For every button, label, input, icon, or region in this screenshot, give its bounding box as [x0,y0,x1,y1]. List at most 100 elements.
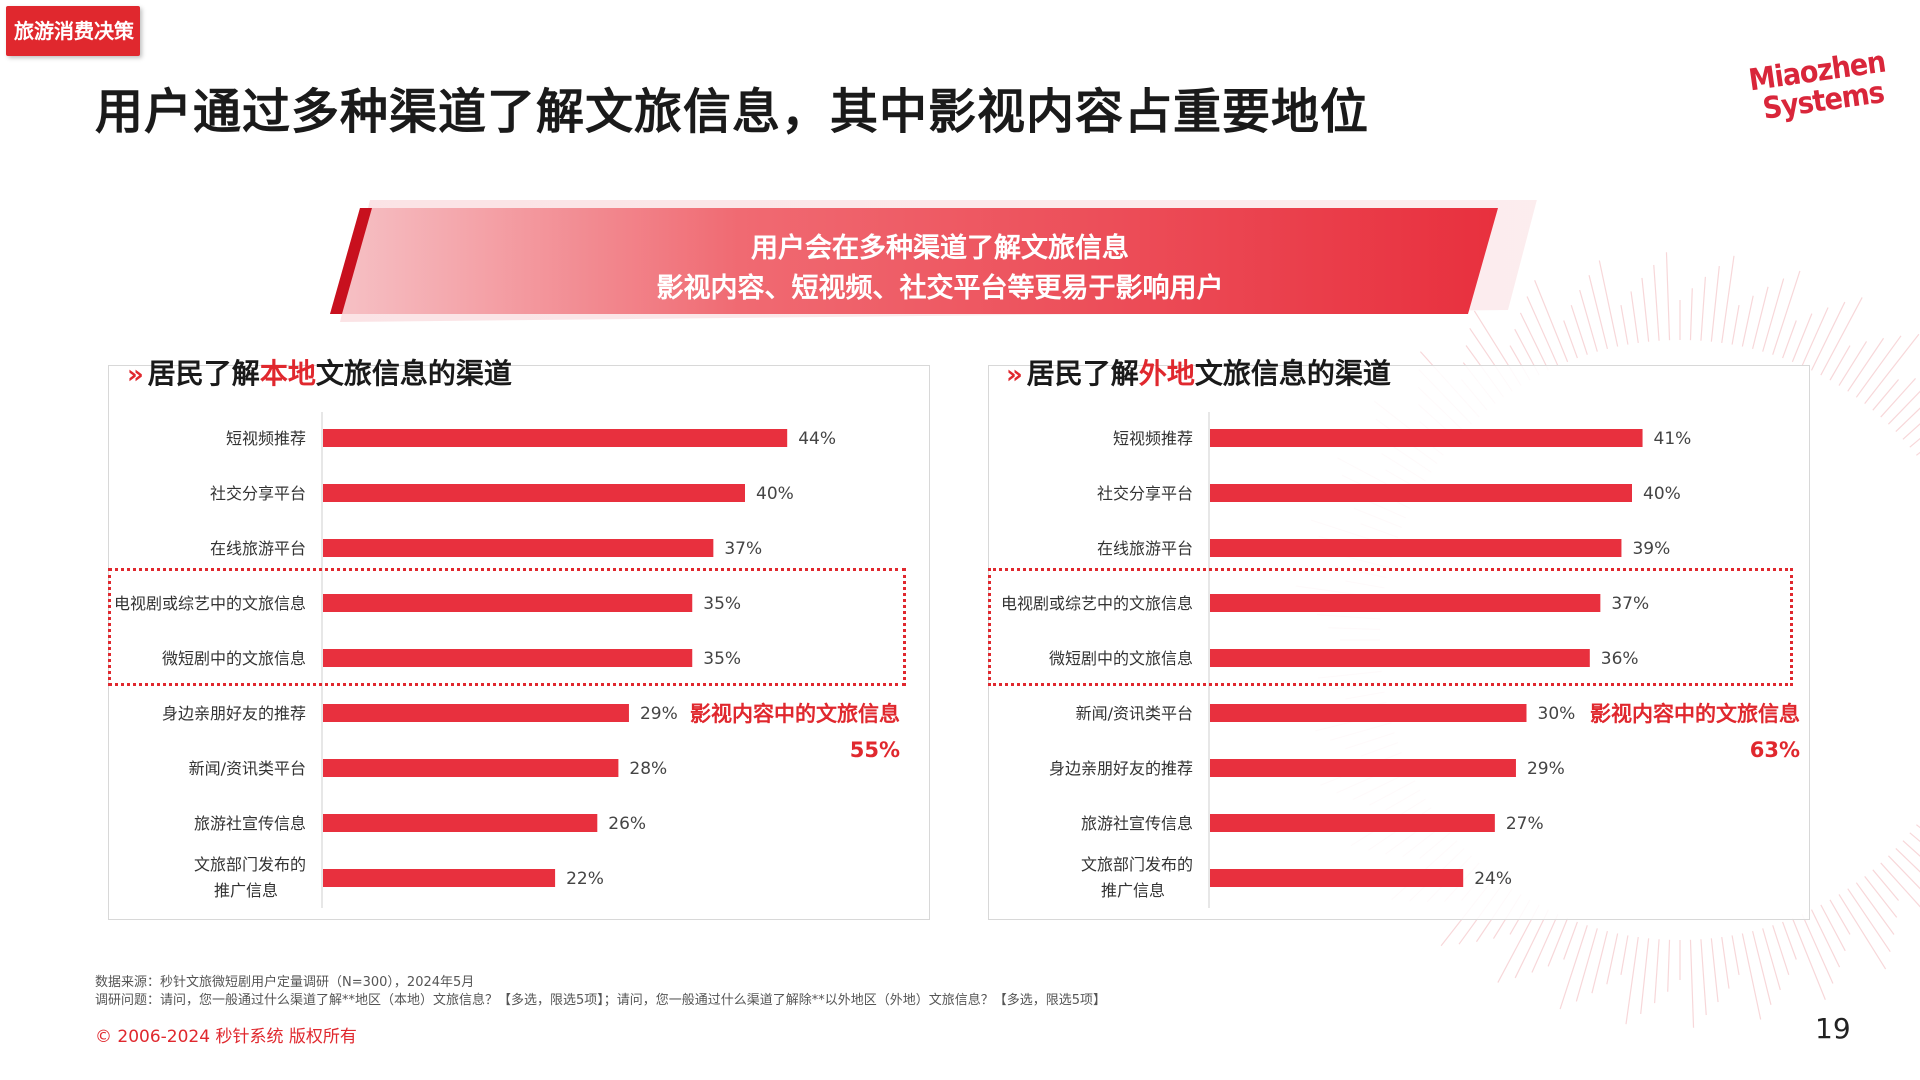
chart-title-local: » 居民了解本地文旅信息的渠道 [127,352,512,392]
decor-ray [1902,423,1920,440]
double-chevron-icon: » [1006,360,1023,390]
decor-ray [1579,289,1598,352]
copyright: © 2006-2024 秒针系统 版权所有 [95,1027,357,1047]
decor-ray [1625,936,1639,1025]
decor-ray [1872,379,1900,411]
decor-ray [1762,928,1781,991]
decor-ray [1847,337,1885,392]
decor-ray [1563,320,1578,359]
decor-ray [1641,277,1650,342]
chart-title-highlight: 本地 [259,357,316,390]
decor-ray [1620,305,1629,345]
decor-ray [1772,270,1801,355]
chart-title-nonlocal: » 居民了解外地文旅信息的渠道 [1006,352,1391,392]
decor-ray [1820,904,1846,952]
decor-ray [1838,894,1887,970]
decor-ray [1855,882,1895,935]
decor-ray [1820,297,1863,376]
decor-ray [1838,341,1868,386]
decor-ray [1902,840,1920,857]
decor-ray [1801,307,1829,367]
decor-ray [1887,390,1920,425]
page-number: 19 [1815,1012,1851,1045]
decor-ray [1810,909,1841,968]
decor-ray [1731,305,1740,345]
footnotes: 数据来源：秒针文旅微短剧用户定量调研（N=300），2024年5月 调研问题：请… [95,974,1106,1010]
decor-ray [1855,335,1902,398]
decor-ray [1829,345,1851,381]
decor-ray [1810,301,1846,371]
decor-ray [1575,928,1598,1002]
decor-ray [1880,378,1916,418]
decor-ray [1909,832,1920,843]
decor-ray [1563,921,1578,960]
decor-ray [1872,869,1900,901]
decor-ray [1731,935,1740,975]
decor-ray [1591,930,1609,994]
chart-title-part: 文旅信息的渠道 [1194,357,1391,390]
decor-ray [1598,260,1619,347]
decor-ray [1895,407,1920,433]
decor-ray [1640,938,1650,1015]
highlight-box-local [108,568,906,686]
survey-question-note: 调研问题：请问，您一般通过什么渠道了解**地区（本地）文旅信息？【多选，限选5项… [95,993,1107,1008]
decor-ray [1864,876,1898,918]
chart-title-part: 居民了解 [147,357,260,390]
decor-ray [1762,278,1785,352]
annotation-label: 影视内容中的文旅信息 [690,702,900,726]
decor-ray [1620,935,1629,975]
decor-ray [1751,286,1769,350]
chart-title-part: 居民了解 [1026,357,1139,390]
decor-ray [1887,855,1920,890]
banner-shape [330,200,1537,322]
decor-ray [1741,933,1762,1020]
decor-ray [1880,862,1920,908]
decor-ray [1700,939,1707,1016]
decor-ray [1630,291,1639,344]
decor-ray [1772,925,1790,975]
chart-title-part: 文旅信息的渠道 [315,357,512,390]
chart-title-highlight: 外地 [1138,357,1195,390]
decor-ray [1534,280,1569,363]
double-chevron-icon: » [127,360,144,390]
decor-ray [1526,296,1559,367]
decor-ray [1895,847,1920,873]
decor-ray [1606,933,1619,985]
decor-ray [1710,265,1720,342]
decor-ray [1588,275,1609,350]
highlight-box-nonlocal [988,568,1793,686]
decor-ray [1667,939,1671,992]
banner-line-1: 用户会在多种渠道了解文旅信息 [751,233,1129,264]
miaozhen-logo: Miaozhen Systems [1747,45,1888,146]
decor-ray [1782,320,1797,359]
decor-ray [1531,913,1559,973]
decor-ray [1864,333,1920,404]
decor-ray [1909,437,1920,448]
decor-ray [1751,930,1772,1005]
annotation-value: 55% [849,738,900,762]
decor-ray [1700,276,1706,341]
data-source-note: 数据来源：秒针文旅微短剧用户定量调研（N=300），2024年5月 [95,975,475,990]
section-tag: 旅游消费决策 [6,6,140,56]
decor-ray [1559,925,1588,1010]
decor-ray [1741,295,1754,347]
annotation-label: 影视内容中的文旅信息 [1590,702,1800,726]
decor-ray [1689,288,1693,341]
decor-ray [1721,255,1735,344]
decor-ray [1829,899,1851,935]
decor-ray [1665,252,1671,341]
decor-ray [1547,917,1569,967]
decor-ray [1847,888,1891,953]
decor-ray [1689,939,1695,1028]
annotation-value: 63% [1749,738,1800,762]
page-title: 用户通过多种渠道了解文旅信息，其中影视内容占重要地位 [95,84,1370,140]
decor-ray [1801,913,1834,984]
decor-ray [1782,921,1797,960]
decor-ray [1721,936,1730,989]
decor-ray [1791,917,1826,1000]
banner-line-2: 影视内容、短视频、社交平台等更易于影响用户 [656,273,1224,304]
decor-ray [1654,939,1660,1004]
decor-ray [1514,909,1550,979]
decor-ray [1653,264,1660,341]
decor-ray [1570,305,1588,355]
